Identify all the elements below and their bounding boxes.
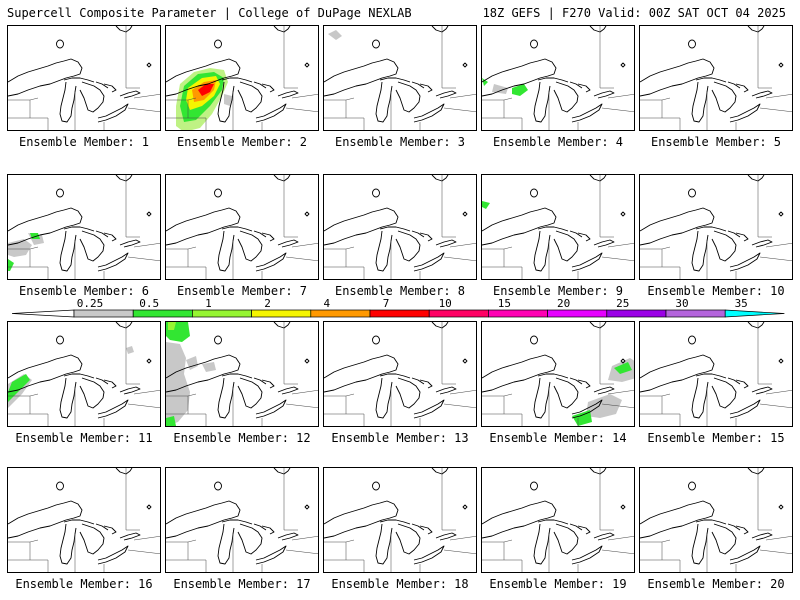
ensemble-member-map: [639, 25, 793, 131]
colorbar-segment: [606, 309, 667, 318]
member-label: Ensemble Member: 3: [334, 135, 466, 149]
basemap-great-lakes: [8, 175, 160, 279]
basemap-great-lakes: [640, 175, 792, 279]
map-title: Supercell Composite Parameter | College …: [7, 6, 412, 20]
colorbar-segment: [665, 309, 726, 318]
colorbar: [12, 309, 785, 318]
basemap-great-lakes: [640, 468, 792, 572]
basemap-great-lakes: [166, 322, 318, 426]
colorbar-tick-label: 10: [438, 297, 452, 310]
colorbar-segment: [428, 309, 489, 318]
colorbar-segment: [192, 309, 252, 318]
basemap-great-lakes: [482, 175, 634, 279]
ensemble-member-map: [323, 321, 477, 427]
run-valid-time: 18Z GEFS | F270 Valid: 00Z SAT OCT 04 20…: [482, 6, 786, 20]
basemap-great-lakes: [482, 322, 634, 426]
ensemble-member-map: [165, 174, 319, 280]
ensemble-member-map: [639, 174, 793, 280]
ensemble-member-map: [7, 25, 161, 131]
ensemble-member-map: [323, 467, 477, 573]
colorbar-tick-label: 0.5: [139, 297, 160, 310]
colorbar-min-arrow: [12, 309, 75, 318]
colorbar-segment: [724, 309, 785, 318]
colorbar-segment: [488, 309, 548, 318]
ensemble-member-map: [165, 321, 319, 427]
ensemble-member-map: [481, 25, 635, 131]
basemap-great-lakes: [8, 322, 160, 426]
member-label: Ensemble Member: 6: [18, 284, 150, 298]
colorbar-segment: [73, 309, 134, 318]
member-label: Ensemble Member: 19: [489, 577, 627, 591]
member-label: Ensemble Member: 9: [492, 284, 624, 298]
basemap-great-lakes: [324, 26, 476, 130]
colorbar-tick-label: 20: [556, 297, 571, 310]
basemap-great-lakes: [166, 175, 318, 279]
member-label: Ensemble Member: 17: [173, 577, 311, 591]
basemap-great-lakes: [482, 26, 634, 130]
member-label: Ensemble Member: 8: [334, 284, 466, 298]
member-label: Ensemble Member: 1: [18, 135, 150, 149]
member-label: Ensemble Member: 20: [647, 577, 785, 591]
colorbar-tick-label: 2: [264, 297, 271, 310]
ensemble-member-map: [481, 321, 635, 427]
ensemble-member-map: [481, 467, 635, 573]
basemap-great-lakes: [640, 322, 792, 426]
ensemble-member-map: [7, 174, 161, 280]
colorbar-segment: [132, 309, 193, 318]
colorbar-segment: [251, 309, 312, 318]
basemap-great-lakes: [166, 468, 318, 572]
member-label: Ensemble Member: 5: [650, 135, 782, 149]
colorbar-tick-label: 1: [205, 297, 212, 310]
ensemble-member-map: [323, 174, 477, 280]
member-label: Ensemble Member: 4: [492, 135, 624, 149]
colorbar-tick-label: 15: [497, 297, 512, 310]
ensemble-member-map: [323, 25, 477, 131]
member-label: Ensemble Member: 10: [647, 284, 785, 298]
basemap-great-lakes: [482, 468, 634, 572]
member-label: Ensemble Member: 11: [15, 431, 153, 445]
colorbar-tick-label: 7: [382, 297, 390, 310]
basemap-great-lakes: [324, 175, 476, 279]
colorbar-tick-label: 35: [734, 297, 748, 310]
ensemble-member-map: [165, 467, 319, 573]
ensemble-member-map: [165, 25, 319, 131]
ensemble-member-map: [7, 467, 161, 573]
member-label: Ensemble Member: 7: [176, 284, 308, 298]
basemap-great-lakes: [324, 322, 476, 426]
basemap-great-lakes: [8, 26, 160, 130]
member-label: Ensemble Member: 15: [647, 431, 785, 445]
member-label: Ensemble Member: 18: [331, 577, 469, 591]
basemap-great-lakes: [324, 468, 476, 572]
ensemble-member-map: [481, 174, 635, 280]
member-label: Ensemble Member: 13: [331, 431, 469, 445]
colorbar-tick-label: 25: [616, 297, 630, 310]
colorbar-tick-label: 30: [675, 297, 689, 310]
member-label: Ensemble Member: 2: [176, 135, 308, 149]
colorbar-tick-label: 0.25: [76, 297, 104, 310]
member-label: Ensemble Member: 16: [15, 577, 153, 591]
basemap-great-lakes: [166, 26, 318, 130]
colorbar-tick-label: 4: [323, 297, 331, 310]
ensemble-member-map: [7, 321, 161, 427]
colorbar-segment: [369, 309, 430, 318]
member-label: Ensemble Member: 14: [489, 431, 627, 445]
colorbar-segment: [310, 309, 371, 318]
member-label: Ensemble Member: 12: [173, 431, 311, 445]
ensemble-member-map: [639, 467, 793, 573]
basemap-great-lakes: [640, 26, 792, 130]
basemap-great-lakes: [8, 468, 160, 572]
colorbar-segment: [547, 309, 608, 318]
ensemble-member-map: [639, 321, 793, 427]
